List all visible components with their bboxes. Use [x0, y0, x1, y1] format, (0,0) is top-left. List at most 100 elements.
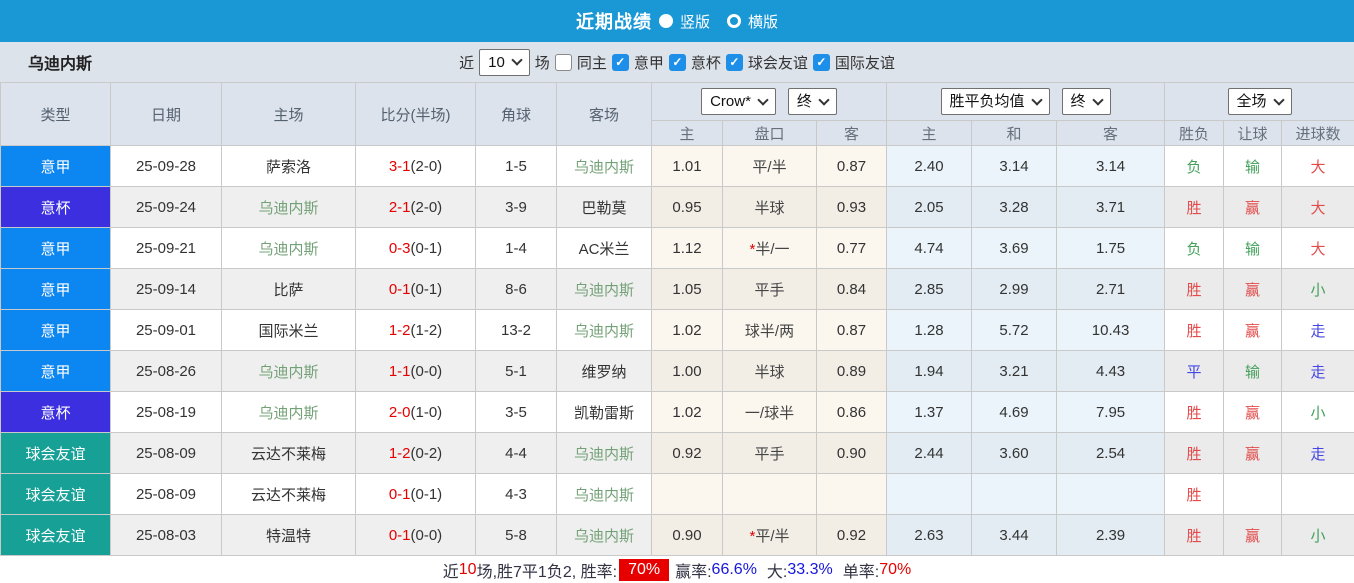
half-score: (2-0) [411, 158, 443, 175]
full-score: 1-2 [389, 445, 411, 462]
radio-selected-icon-vertical[interactable] [659, 14, 673, 28]
match-date: 25-08-19 [111, 392, 222, 433]
checkbox-checked-icon-coppa[interactable]: ✓ [669, 54, 686, 71]
away-team: 乌迪内斯 [557, 310, 652, 351]
team-name: 乌迪内斯 [28, 50, 92, 74]
radio-unselected-icon-horizontal[interactable] [727, 14, 741, 28]
away-team: 维罗纳 [557, 351, 652, 392]
summary-text: 场,胜7平1负2, 胜率: [477, 558, 617, 582]
away-team: 乌迪内斯 [557, 269, 652, 310]
bookmaker-select[interactable]: Crow* [701, 88, 776, 115]
full-score: 0-1 [389, 527, 411, 544]
match-date: 25-09-21 [111, 228, 222, 269]
score-cell: 1-2(1-2) [356, 310, 476, 351]
league-label-serie-a: 意甲 [634, 52, 664, 73]
handicap-away-odds: 0.92 [817, 515, 887, 556]
handicap-home-odds: 1.12 [652, 228, 723, 269]
score-cell: 1-1(0-0) [356, 351, 476, 392]
result-handicap: 赢 [1224, 310, 1282, 351]
match-type-badge: 球会友谊 [1, 433, 111, 474]
corner-score: 4-4 [476, 433, 557, 474]
home-team: 国际米兰 [222, 310, 356, 351]
layout-horizontal-label[interactable]: 横版 [748, 11, 778, 32]
same-home-label: 同主 [577, 52, 607, 73]
avg-home-odds: 2.44 [887, 433, 972, 474]
table-row: 球会友谊 25-08-09 云达不莱梅 1-2(0-2) 4-4 乌迪内斯 0.… [1, 433, 1354, 474]
chevron-down-icon [1092, 94, 1103, 105]
half-score: (1-2) [411, 322, 443, 339]
table-row: 意甲 25-09-01 国际米兰 1-2(1-2) 13-2 乌迪内斯 1.02… [1, 310, 1354, 351]
full-score: 0-1 [389, 486, 411, 503]
avg-odds-select-value: 胜平负均值 [950, 92, 1025, 111]
result-handicap: 赢 [1224, 187, 1282, 228]
away-team: 凯勒雷斯 [557, 392, 652, 433]
handicap-line-cell: 球半/两 [723, 310, 817, 351]
subcol-handicap-home: 主 [652, 121, 723, 146]
match-date: 25-08-09 [111, 433, 222, 474]
result-handicap [1224, 474, 1282, 515]
league-label-coppa: 意杯 [691, 52, 721, 73]
checkbox-checked-icon-club-friendly[interactable]: ✓ [726, 54, 743, 71]
result-goals [1282, 474, 1354, 515]
match-type-badge: 意甲 [1, 228, 111, 269]
single-label: 单率: [843, 558, 879, 582]
avg-time-select[interactable]: 终 [1062, 88, 1111, 115]
avg-away-odds: 2.54 [1057, 433, 1165, 474]
avg-away-odds: 3.71 [1057, 187, 1165, 228]
result-handicap: 赢 [1224, 392, 1282, 433]
full-score: 0-1 [389, 281, 411, 298]
match-date: 25-09-28 [111, 146, 222, 187]
summary-prefix: 近 [443, 558, 459, 582]
avg-home-odds: 2.85 [887, 269, 972, 310]
checkbox-checked-icon-intl-friendly[interactable]: ✓ [813, 54, 830, 71]
league-label-club-friendly: 球会友谊 [748, 52, 808, 73]
handicap-home-odds: 0.95 [652, 187, 723, 228]
half-score: (2-0) [411, 199, 443, 216]
subcol-handicap-away: 客 [817, 121, 887, 146]
result-handicap: 赢 [1224, 515, 1282, 556]
corner-score: 1-5 [476, 146, 557, 187]
result-wdl: 负 [1165, 228, 1224, 269]
result-wdl: 平 [1165, 351, 1224, 392]
handicap-time-select[interactable]: 终 [788, 88, 837, 115]
checkbox-unchecked-icon-same-home[interactable] [555, 54, 572, 71]
home-team: 特温特 [222, 515, 356, 556]
corner-score: 5-1 [476, 351, 557, 392]
score-cell: 0-1(0-0) [356, 515, 476, 556]
handicap-line-cell: 平手 [723, 269, 817, 310]
home-team: 乌迪内斯 [222, 228, 356, 269]
handicap-home-odds: 1.01 [652, 146, 723, 187]
subcol-handicap-line: 盘口 [723, 121, 817, 146]
match-type-badge: 意杯 [1, 187, 111, 228]
home-team: 云达不莱梅 [222, 474, 356, 515]
corner-score: 4-3 [476, 474, 557, 515]
handicap-line-cell: 平手 [723, 433, 817, 474]
layout-vertical-label[interactable]: 竖版 [680, 11, 710, 32]
result-scope-select[interactable]: 全场 [1228, 88, 1292, 115]
away-team: 巴勒莫 [557, 187, 652, 228]
result-wdl: 胜 [1165, 515, 1224, 556]
handicap-home-odds: 1.00 [652, 351, 723, 392]
handicap-line-cell: 半球 [723, 187, 817, 228]
match-count-select[interactable]: 10 [479, 49, 530, 76]
avg-draw-odds: 4.69 [972, 392, 1057, 433]
avg-draw-odds [972, 474, 1057, 515]
bookmaker-select-value: Crow* [710, 92, 751, 111]
chevron-down-icon [818, 94, 829, 105]
result-goals: 大 [1282, 228, 1354, 269]
avg-away-odds: 7.95 [1057, 392, 1165, 433]
avg-draw-odds: 3.60 [972, 433, 1057, 474]
result-goals: 小 [1282, 515, 1354, 556]
col-header-home: 主场 [222, 83, 356, 146]
corner-score: 13-2 [476, 310, 557, 351]
handicap-line: 平/半 [755, 528, 789, 545]
subcol-result-handicap: 让球 [1224, 121, 1282, 146]
away-team: 乌迪内斯 [557, 515, 652, 556]
avg-home-odds: 1.28 [887, 310, 972, 351]
result-wdl: 胜 [1165, 474, 1224, 515]
page-title: 近期战绩 [576, 8, 652, 34]
checkbox-checked-icon-serie-a[interactable]: ✓ [612, 54, 629, 71]
avg-odds-select[interactable]: 胜平负均值 [941, 88, 1050, 115]
avg-draw-odds: 2.99 [972, 269, 1057, 310]
half-score: (0-1) [411, 486, 443, 503]
